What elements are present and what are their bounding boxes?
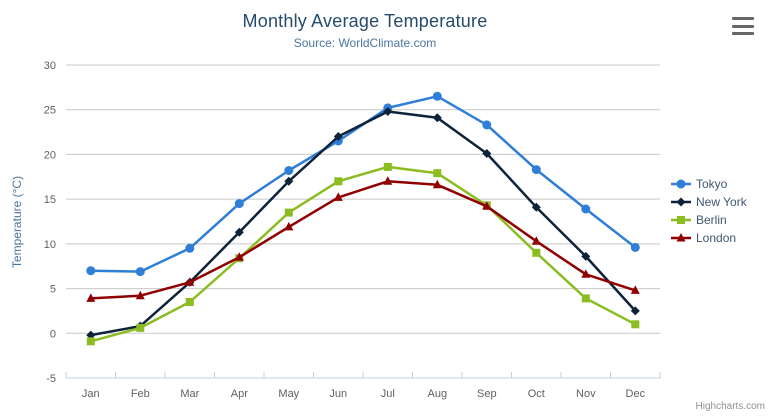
y-axis-label: 5 [50, 284, 56, 296]
y-axis-title: Temperature (°C) [10, 176, 24, 268]
legend-marker-triangle [671, 233, 691, 242]
series-tokyo[interactable] [86, 91, 640, 277]
x-axis-label: Jun [329, 388, 347, 400]
x-axis-label: Oct [528, 388, 545, 400]
legend-item-tokyo[interactable]: Tokyo [671, 175, 747, 193]
x-axis-label: Aug [428, 388, 448, 400]
series-london[interactable] [86, 176, 640, 302]
legend-item-london[interactable]: London [671, 229, 747, 247]
x-axis-label: Jul [381, 388, 395, 400]
legend-label: New York [696, 195, 747, 209]
legend-item-new-york[interactable]: New York [671, 193, 747, 211]
legend-marker-diamond [671, 197, 691, 207]
legend-label: Berlin [696, 213, 727, 227]
y-axis-label: 15 [44, 194, 56, 206]
x-axis-label: Sep [477, 388, 497, 400]
legend: Tokyo New York Berlin London [671, 175, 747, 247]
hamburger-icon[interactable] [732, 16, 754, 36]
y-axis-label: 20 [44, 149, 56, 161]
x-axis-label: May [278, 388, 299, 400]
chart-title: Monthly Average Temperature [242, 11, 488, 31]
legend-label: Tokyo [696, 177, 728, 191]
y-axis-label: 25 [44, 105, 56, 117]
chart-subtitle: Source: WorldClimate.com [293, 36, 437, 50]
legend-item-berlin[interactable]: Berlin [671, 211, 747, 229]
legend-label: London [696, 231, 737, 245]
series-berlin[interactable] [86, 162, 640, 346]
x-axis-label: Nov [576, 388, 596, 400]
x-axis-label: Dec [626, 388, 646, 400]
legend-marker-square [671, 216, 691, 224]
x-axis-label: Jan [82, 388, 100, 400]
credits-link[interactable]: Highcharts.com [695, 401, 765, 412]
y-axis-label: -5 [46, 373, 56, 385]
series-new-york[interactable] [86, 107, 640, 340]
y-axis-label: 30 [44, 60, 56, 72]
y-axis-label: 0 [50, 328, 56, 340]
legend-marker-circle [671, 179, 691, 189]
y-axis-label: 10 [44, 239, 56, 251]
x-axis-label: Apr [231, 388, 248, 400]
x-axis-label: Mar [180, 388, 199, 400]
x-axis-label: Feb [131, 388, 150, 400]
